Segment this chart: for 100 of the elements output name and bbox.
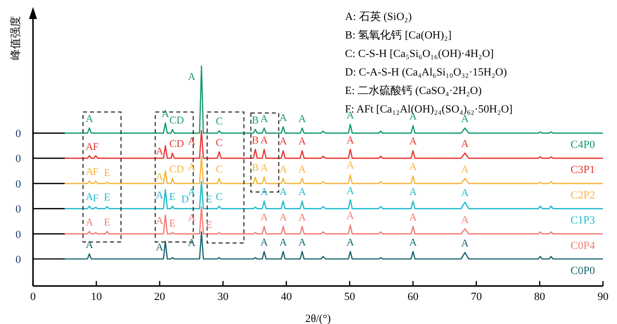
annotation: A <box>86 114 94 126</box>
annotation: A <box>409 136 418 148</box>
annotation: A <box>156 172 164 183</box>
x-tick-label: 70 <box>470 291 482 303</box>
annotation: A <box>298 136 306 148</box>
annotation: A <box>162 109 170 120</box>
annotation: A <box>188 72 196 84</box>
annotation: A <box>86 142 94 153</box>
x-tick-label: 90 <box>598 291 609 303</box>
annotation: A <box>298 114 306 126</box>
series-label: C1P3 <box>570 214 596 227</box>
annotation: A <box>298 212 306 224</box>
annotation: E <box>206 194 212 206</box>
annotation: E <box>104 217 110 228</box>
annotation: A <box>279 112 288 124</box>
annotation: E <box>104 192 110 204</box>
text: 0 <box>16 228 22 241</box>
annotation: F <box>92 142 99 153</box>
annotation: B <box>252 115 259 126</box>
annotation: D: C-A-S-H (Ca₄Al₆Si₁₀O₃₂·15H₂O) <box>345 66 508 78</box>
annotation: C <box>216 164 223 176</box>
annotation: A <box>156 216 164 227</box>
annotation: A <box>188 136 196 148</box>
series-label: C4P0 <box>570 139 596 152</box>
x-tick-label: 0 <box>30 291 36 303</box>
annotation: A <box>260 114 268 126</box>
x-tick-label: 60 <box>408 291 419 303</box>
annotation: CD <box>169 115 184 126</box>
annotation: B <box>252 163 259 174</box>
text: 0 <box>16 204 22 216</box>
annotation: A <box>188 238 196 249</box>
annotation: A <box>156 242 164 254</box>
x-tick-label: 40 <box>280 291 292 303</box>
text: 0 <box>16 178 22 191</box>
annotation: A <box>461 238 470 250</box>
annotation: A <box>461 139 470 150</box>
text: 0 <box>16 254 22 266</box>
annotation: F <box>92 193 99 204</box>
series-label: C3P1 <box>570 164 595 176</box>
annotation: E: 二水硫酸钙 (CaSO₄·2H₂O) <box>345 84 482 97</box>
annotation: A <box>86 192 94 204</box>
series-label: C0P4 <box>570 240 596 252</box>
annotation: A <box>409 112 418 123</box>
annotation: A <box>409 162 418 174</box>
annotation: CD <box>169 164 184 176</box>
annotation: A <box>86 167 94 178</box>
annotation: F <box>92 167 99 178</box>
series-label: C2P2 <box>570 190 595 202</box>
annotation: A <box>279 187 288 198</box>
annotation: A <box>461 214 470 226</box>
annotation: A <box>298 237 306 248</box>
annotation: E <box>104 168 110 180</box>
annotation: A <box>279 237 288 248</box>
annotation: A <box>260 163 268 174</box>
x-axis-title: 2θ/(°) <box>305 313 332 324</box>
x-tick-label: 80 <box>534 291 546 303</box>
y-axis-title: 峰值强度 <box>9 16 22 60</box>
annotation: A <box>260 237 268 248</box>
text: C: C-S-H [Ca₅Si₆O₁₆(OH)·4H₂O] <box>345 48 494 60</box>
text: 0 <box>16 153 22 166</box>
annotation: A <box>188 188 196 199</box>
annotation: A <box>346 237 355 248</box>
x-tick-label: 20 <box>154 291 166 303</box>
annotation: A <box>461 188 470 200</box>
annotation: E <box>206 220 212 231</box>
annotation: A <box>346 186 355 197</box>
annotation: CD <box>169 139 184 150</box>
annotation: A <box>409 187 418 198</box>
annotation: C <box>216 192 223 204</box>
annotation: A <box>260 212 268 224</box>
x-tick-label: 50 <box>344 291 356 303</box>
series-label: C0P0 <box>570 264 596 277</box>
annotation: E <box>169 192 176 204</box>
text: B: 氢氧化钙 [Ca(OH)₂] <box>345 30 452 42</box>
annotation: A <box>346 135 355 146</box>
annotation: A <box>346 160 355 172</box>
annotation: C <box>216 138 223 149</box>
annotation: A <box>279 164 288 176</box>
annotation: A <box>409 237 418 248</box>
x-tick-label: 30 <box>218 291 229 303</box>
annotation: A <box>298 164 306 176</box>
annotation: A <box>156 146 164 158</box>
annotation: A <box>346 211 355 222</box>
text: 0 <box>16 128 22 140</box>
annotation: A <box>461 164 470 176</box>
annotation: A <box>260 135 268 146</box>
annotation: A <box>86 240 94 251</box>
annotation: B <box>252 135 259 146</box>
annotation: A <box>86 217 94 228</box>
annotation: A <box>279 212 288 224</box>
annotation: A <box>156 190 164 202</box>
annotation: A <box>409 212 418 224</box>
annotation: A <box>260 187 268 198</box>
annotation: E <box>169 218 176 230</box>
annotation: A <box>188 212 196 224</box>
annotation: A <box>298 187 306 198</box>
x-tick-label: 10 <box>90 291 102 303</box>
annotation: A <box>188 162 196 174</box>
annotation: A <box>461 114 470 126</box>
annotation: A <box>279 136 288 148</box>
